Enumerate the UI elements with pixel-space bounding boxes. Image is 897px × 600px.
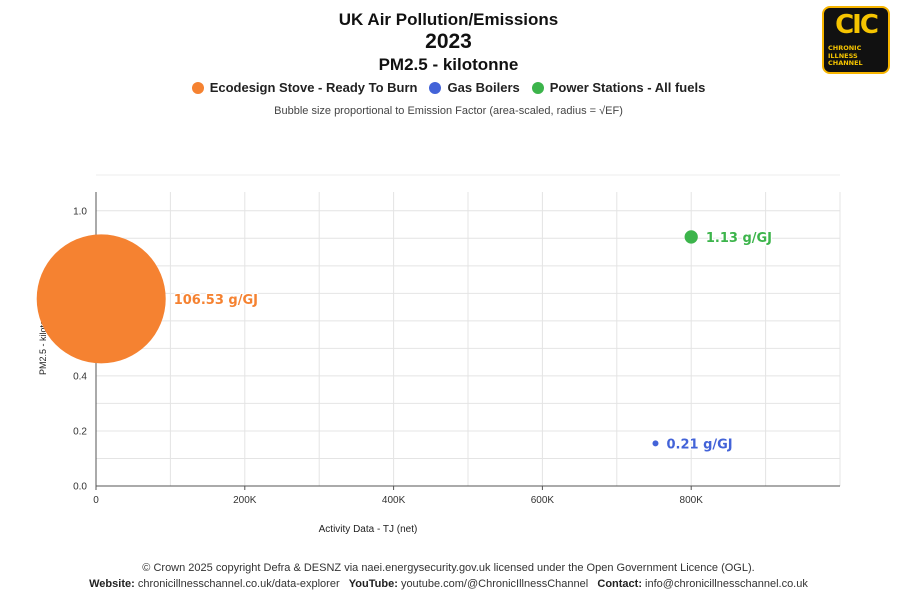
footer-links: Website: chronicillnesschannel.co.uk/dat…: [0, 576, 897, 592]
y-tick-label: 0.2: [73, 426, 87, 437]
chart-metric: PM2.5 - kilotonne: [378, 55, 519, 74]
y-tick-label: 0.4: [73, 371, 87, 382]
y-axis-label: PM2.5 - kilotonne: [38, 305, 48, 375]
chart-subtitle: Bubble size proportional to Emission Fac…: [274, 105, 623, 117]
legend-swatch-green: [531, 81, 544, 94]
x-tick-label: 400K: [382, 495, 406, 506]
legend-item-gas-boilers[interactable]: Gas Boilers: [429, 80, 520, 95]
bubble-data-label: 106.53 g/GJ: [174, 293, 258, 308]
website-link[interactable]: chronicillnesschannel.co.uk/data-explore…: [137, 578, 340, 590]
legend-item-ecodesign-stove[interactable]: Ecodesign Stove - Ready To Burn: [191, 80, 418, 95]
website-label: Website:: [89, 578, 135, 590]
chart-title-block: UK Air Pollution/Emissions 2023 PM2.5 - …: [0, 10, 897, 76]
x-tick-label: 600K: [531, 495, 555, 506]
legend-label: Gas Boilers: [447, 80, 520, 95]
bubble-data-label: 1.13 g/GJ: [706, 231, 772, 246]
bubble-label-layer: 106.53 g/GJ 1.13 g/GJ 0.21 g/GJ: [172, 230, 773, 454]
grid-layer: [96, 174, 841, 486]
bubble-power-stations-all-fuels: [684, 230, 698, 244]
y-tick-label: 1.0: [73, 206, 87, 217]
youtube-label: YouTube:: [348, 578, 398, 590]
bubble-data-label: 0.21 g/GJ: [666, 437, 732, 452]
bubble-ecodesign-stove-ready-to-burn: [36, 234, 166, 364]
legend: Ecodesign Stove - Ready To Burn Gas Boil…: [0, 80, 897, 95]
x-tick-label: 200K: [233, 495, 257, 506]
footer: © Crown 2025 copyright Defra & DESNZ via…: [0, 560, 897, 592]
youtube-link[interactable]: youtube.com/@ChronicIllnessChannel: [400, 578, 589, 590]
legend-item-power-stations[interactable]: Power Stations - All fuels: [531, 80, 706, 95]
x-axis-label: Activity Data - TJ (net): [319, 524, 418, 535]
chart-title: UK Air Pollution/Emissions: [338, 10, 559, 29]
legend-swatch-orange: [191, 81, 204, 94]
y-tick-label: 0.0: [73, 482, 87, 493]
legend-label: Ecodesign Stove - Ready To Burn: [209, 80, 418, 95]
legend-label: Power Stations - All fuels: [549, 80, 706, 95]
logo-letters: CIC: [835, 10, 879, 40]
logo-text: CHRONIC ILLNESS CHANNEL: [828, 44, 863, 67]
x-tick-label: 800K: [680, 495, 704, 506]
x-tick-label: 0: [93, 495, 99, 506]
bubble-layer: [36, 230, 698, 447]
channel-logo: CIC CHRONIC ILLNESS CHANNEL: [822, 6, 890, 74]
bubble-gas-boilers: [652, 440, 659, 447]
footer-copyright: © Crown 2025 copyright Defra & DESNZ via…: [142, 562, 755, 574]
legend-swatch-blue: [429, 81, 442, 94]
contact-label: Contact:: [597, 578, 642, 590]
contact-email-link[interactable]: info@chronicillnesschannel.co.uk: [645, 578, 808, 590]
chart-year: 2023: [425, 30, 472, 53]
